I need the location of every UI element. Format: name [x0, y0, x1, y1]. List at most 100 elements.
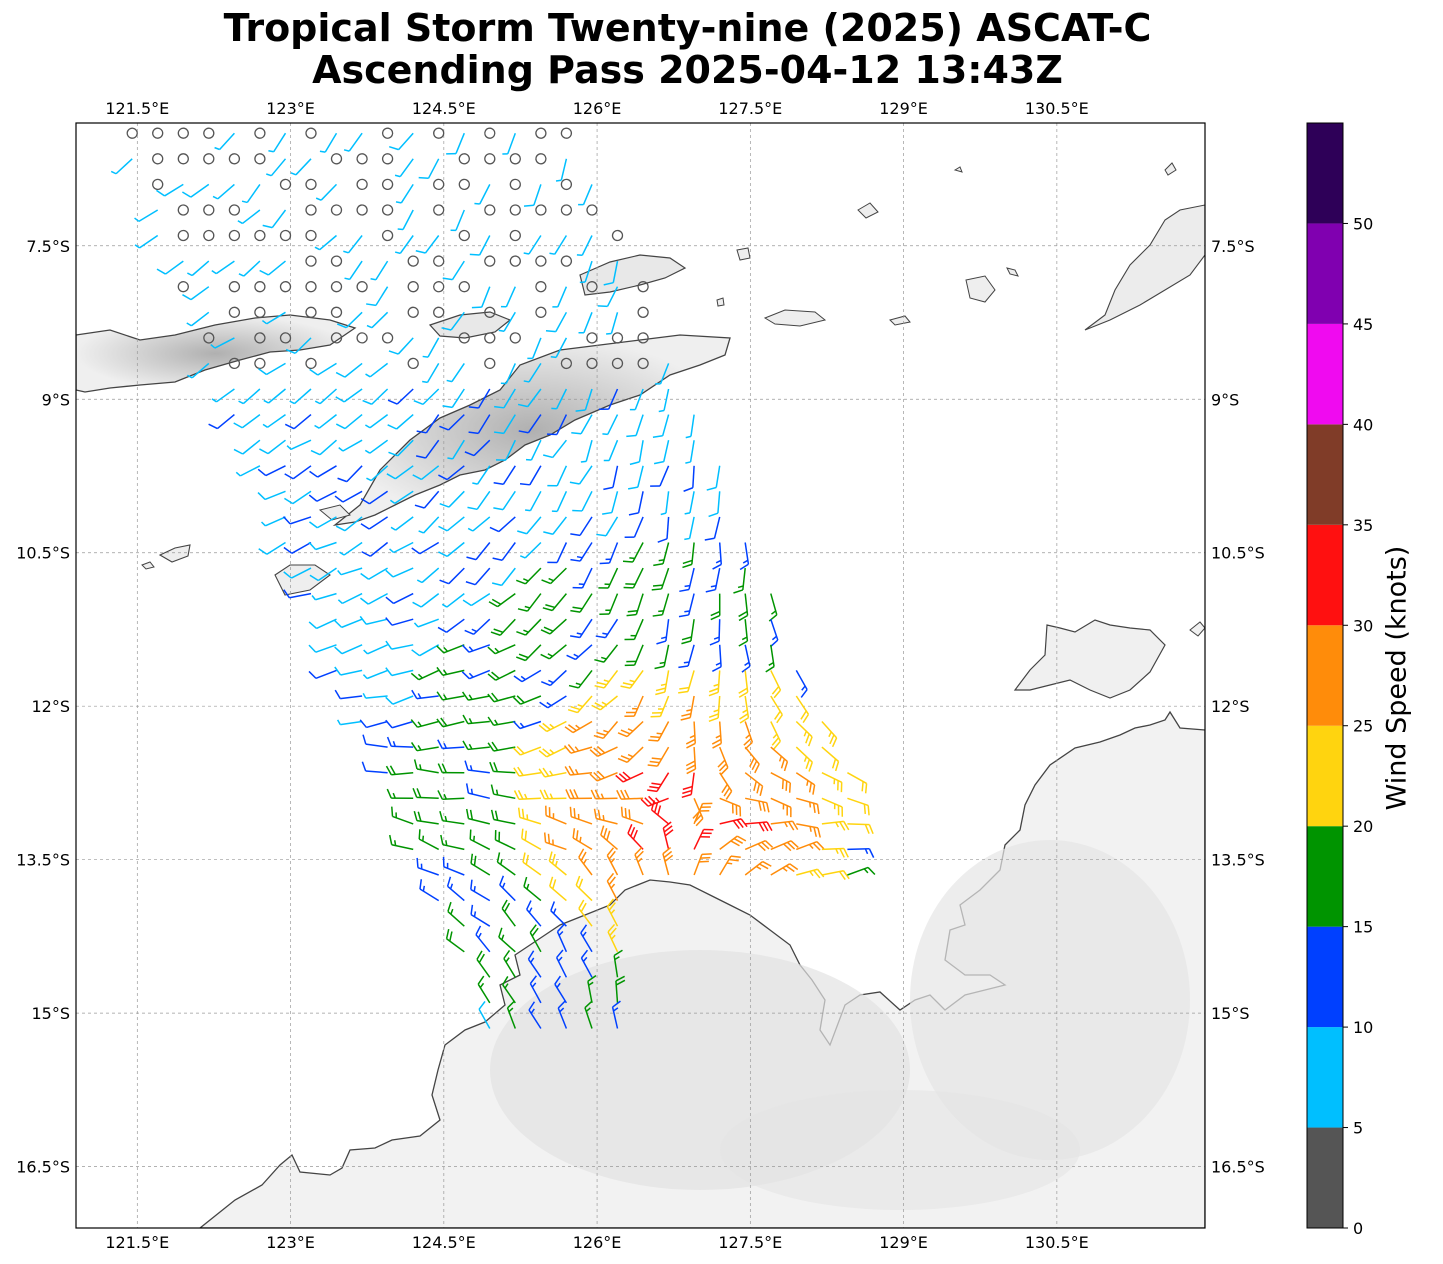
wind-barb [796, 868, 825, 879]
wind-barb [738, 593, 749, 622]
wind-barb [260, 516, 286, 527]
wind-barb [433, 255, 445, 267]
wind-barb [739, 695, 750, 724]
wind-barb [233, 413, 261, 429]
wind-barb [337, 567, 363, 576]
wind-barb [413, 810, 439, 825]
wind-barb [289, 388, 312, 405]
wind-barb [693, 853, 712, 876]
wind-barb [422, 337, 440, 358]
wind-barb [509, 255, 521, 267]
wind-barb [422, 363, 440, 384]
wind-barb [572, 567, 593, 589]
lon-tick-label: 127.5°E [718, 1233, 782, 1252]
wind-barb [847, 797, 870, 816]
wind-barb [462, 714, 490, 725]
wind-barb [653, 440, 670, 465]
map-title-line-1: Tropical Storm Twenty-nine (2025) ASCAT-… [223, 6, 1152, 50]
wind-barb [290, 158, 312, 176]
colorbar-tick-label: 20 [1353, 817, 1373, 836]
colorbar-frame [1306, 122, 1344, 1229]
wind-barb [490, 618, 516, 636]
lat-tick-label: 9°S [1211, 390, 1239, 409]
wind-barb [487, 644, 516, 655]
lon-tick-label: 121.5°E [105, 1233, 169, 1252]
lon-tick-label: 124.5°E [412, 1233, 476, 1252]
wind-barb [413, 388, 440, 406]
wind-barb [770, 797, 792, 818]
wind-barb [548, 851, 567, 876]
wind-barb [570, 593, 593, 613]
wind-barb [606, 872, 619, 901]
wind-barb [308, 490, 337, 502]
wind-barb [620, 806, 644, 825]
wind-barb [603, 439, 619, 462]
wind-barb [266, 158, 287, 177]
wind-barb [821, 847, 849, 858]
wind-barb [539, 789, 567, 800]
wind-barb [547, 465, 568, 487]
wind-barb [535, 153, 547, 165]
wind-barb [503, 949, 516, 978]
colorbar-tick-label: 25 [1353, 717, 1373, 736]
wind-barb [314, 388, 337, 405]
wind-barb [305, 306, 317, 318]
wind-barb [439, 414, 465, 431]
wind-barb [390, 516, 414, 531]
wind-barb [551, 388, 568, 410]
wind-barb [235, 465, 261, 477]
wind-barb [134, 209, 159, 222]
wind-barb [521, 828, 542, 851]
wind-barb [599, 593, 619, 616]
wind-barb [547, 542, 568, 564]
wind-barb [268, 132, 287, 153]
wind-barb [550, 901, 567, 927]
wind-barb [237, 209, 261, 225]
wind-barb [628, 491, 644, 516]
wind-barb [847, 823, 874, 835]
wind-barb [575, 388, 593, 412]
wind-barb [418, 158, 440, 180]
wind-barb [360, 490, 389, 505]
wind-barb [498, 927, 516, 953]
wind-barb [385, 567, 414, 578]
wind-barb [394, 235, 414, 255]
wind-barb [305, 255, 317, 267]
wind-barb [523, 235, 542, 255]
wind-barb [515, 644, 542, 662]
wind-barb [474, 184, 491, 205]
wind-barb [484, 204, 496, 216]
wind-barb [704, 516, 721, 541]
wind-barb [590, 789, 618, 800]
lat-tick-label: 13.5°S [1211, 851, 1265, 870]
wind-barb [526, 900, 542, 927]
wind-barb [623, 567, 644, 589]
wind-barb [616, 789, 644, 800]
wind-barb [765, 644, 775, 673]
wind-barb [411, 541, 440, 555]
wind-barb [181, 183, 210, 198]
wind-barb [523, 876, 542, 902]
wind-barb [487, 692, 516, 703]
wind-barb [447, 439, 465, 460]
lon-tick-label: 129°E [879, 1233, 928, 1252]
wind-barb [744, 772, 764, 796]
wind-barb [568, 669, 593, 689]
wind-barb [493, 490, 516, 511]
wind-barb [433, 127, 445, 139]
wind-barb [439, 567, 465, 585]
wind-barb [629, 440, 644, 466]
wind-barb [512, 695, 542, 705]
wind-barb [693, 828, 714, 850]
wind-barb [389, 541, 414, 554]
wind-barb [279, 332, 292, 344]
wind-barb [412, 465, 440, 481]
wind-barb [484, 306, 496, 318]
wind-barb [770, 772, 792, 793]
colorbar-bin [1307, 1027, 1343, 1128]
wind-barb [538, 767, 567, 778]
colorbar-bin [1307, 524, 1343, 626]
wind-barb [381, 178, 394, 191]
wind-barb [656, 619, 670, 645]
wind-barb [437, 739, 465, 750]
